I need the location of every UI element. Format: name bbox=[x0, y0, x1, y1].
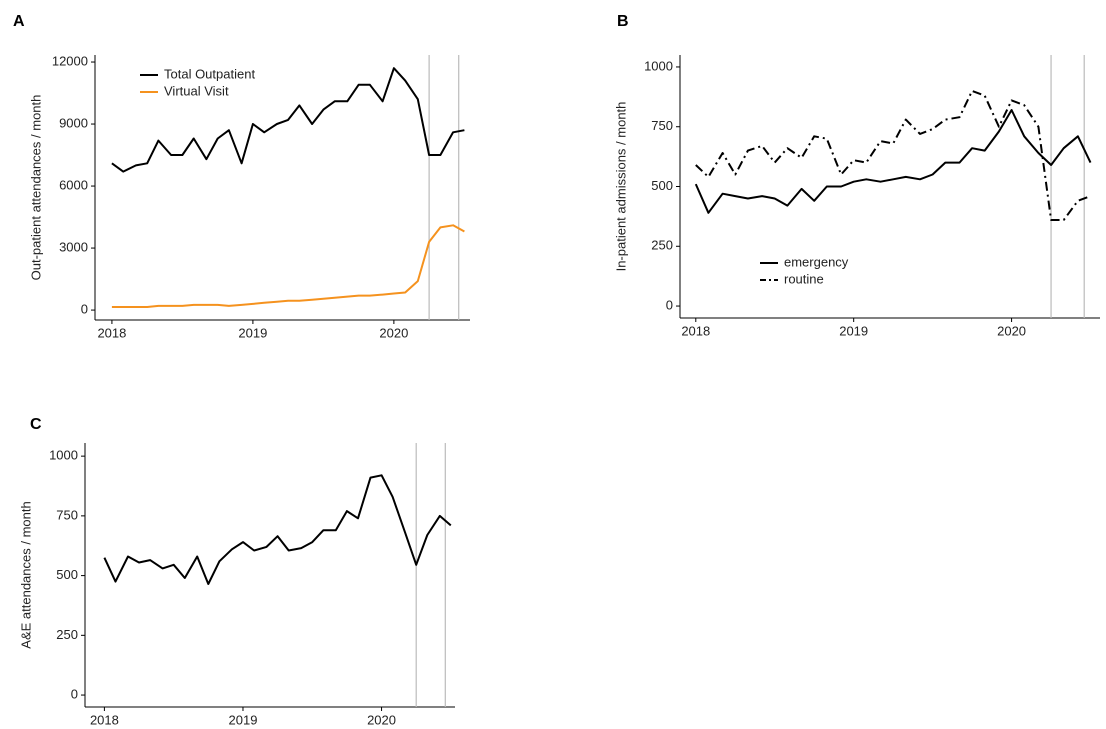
y-tick-label: 3000 bbox=[59, 240, 88, 255]
series-line bbox=[695, 89, 1091, 221]
y-tick-label: 750 bbox=[651, 118, 673, 133]
panel-label: A bbox=[13, 13, 25, 30]
y-tick-label: 750 bbox=[56, 507, 78, 522]
y-tick-label: 6000 bbox=[59, 177, 88, 192]
x-tick-label: 2019 bbox=[238, 325, 267, 340]
legend-label: emergency bbox=[784, 254, 849, 269]
x-tick-label: 2020 bbox=[367, 712, 396, 727]
series-line bbox=[111, 67, 465, 173]
series-line bbox=[103, 474, 452, 585]
y-tick-label: 500 bbox=[651, 178, 673, 193]
y-tick-label: 12000 bbox=[52, 53, 88, 68]
y-tick-label: 1000 bbox=[644, 58, 673, 73]
panel-label: C bbox=[30, 416, 42, 433]
y-tick-label: 0 bbox=[81, 302, 88, 317]
y-tick-label: 1000 bbox=[49, 448, 78, 463]
panel-label: B bbox=[617, 13, 629, 30]
y-axis-label: In-patient admissions / month bbox=[613, 102, 628, 272]
y-tick-label: 500 bbox=[56, 567, 78, 582]
legend-label: Virtual Visit bbox=[164, 83, 229, 98]
y-tick-label: 0 bbox=[666, 297, 673, 312]
x-tick-label: 2020 bbox=[997, 323, 1026, 338]
y-tick-label: 250 bbox=[56, 627, 78, 642]
y-tick-label: 0 bbox=[71, 686, 78, 701]
x-tick-label: 2018 bbox=[90, 712, 119, 727]
x-tick-label: 2020 bbox=[379, 325, 408, 340]
series-line bbox=[694, 109, 1092, 214]
series-line bbox=[111, 224, 465, 308]
x-tick-label: 2018 bbox=[681, 323, 710, 338]
y-axis-label: Out-patient attendances / month bbox=[28, 95, 43, 281]
legend-label: Total Outpatient bbox=[164, 66, 255, 81]
y-tick-label: 250 bbox=[651, 238, 673, 253]
y-tick-label: 9000 bbox=[59, 115, 88, 130]
x-tick-label: 2019 bbox=[229, 712, 258, 727]
legend-label: routine bbox=[784, 271, 824, 286]
y-axis-label: A&E attendances / month bbox=[18, 501, 33, 648]
x-tick-label: 2018 bbox=[97, 325, 126, 340]
x-tick-label: 2019 bbox=[839, 323, 868, 338]
